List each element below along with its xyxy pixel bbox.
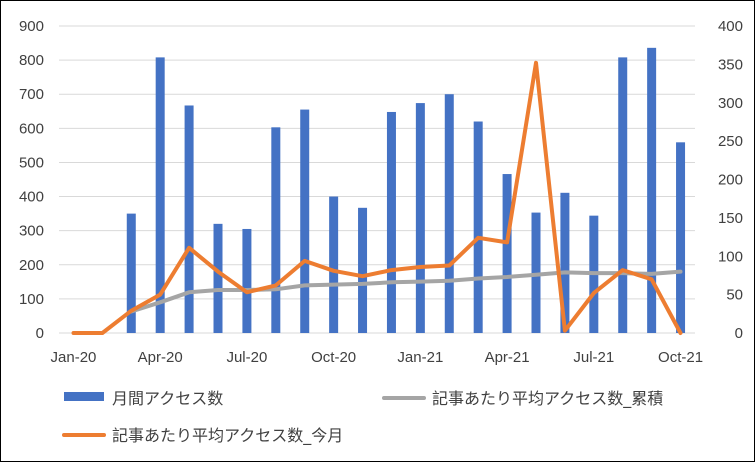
x-tick-label: Jul-21 bbox=[573, 349, 614, 366]
bar bbox=[271, 127, 281, 333]
bar bbox=[126, 213, 136, 333]
right-tick-label: 50 bbox=[726, 287, 743, 304]
left-tick-label: 400 bbox=[19, 189, 44, 206]
x-tick-label: Oct-20 bbox=[311, 349, 356, 366]
bar bbox=[560, 192, 570, 333]
line-series bbox=[71, 60, 683, 335]
bar bbox=[647, 47, 657, 333]
left-axis: 0 100 200 300 400 500 600 700 800 900 bbox=[19, 18, 44, 342]
left-tick-label: 200 bbox=[19, 257, 44, 274]
left-tick-label: 500 bbox=[19, 154, 44, 171]
left-tick-label: 800 bbox=[19, 52, 44, 69]
left-tick-label: 700 bbox=[19, 86, 44, 103]
x-tick-label: Oct-21 bbox=[658, 349, 703, 366]
bar bbox=[502, 174, 512, 333]
bar bbox=[329, 196, 339, 333]
bar bbox=[444, 94, 454, 333]
x-tick-label: Apr-20 bbox=[138, 349, 183, 366]
bar bbox=[213, 223, 223, 333]
right-tick-label: 250 bbox=[718, 133, 743, 150]
right-tick-label: 350 bbox=[718, 56, 743, 73]
bar bbox=[155, 57, 165, 333]
x-tick-label: Jul-20 bbox=[226, 349, 267, 366]
left-tick-label: 300 bbox=[19, 223, 44, 240]
bar bbox=[184, 105, 194, 334]
left-tick-label: 100 bbox=[19, 291, 44, 308]
legend-label: 記事あたり平均アクセス数_今月 bbox=[112, 426, 343, 446]
bar bbox=[242, 228, 252, 333]
left-tick-label: 600 bbox=[19, 120, 44, 137]
x-axis: Jan-20 Apr-20 Jul-20 Oct-20 Jan-21 Apr-21 Jul-… bbox=[51, 349, 704, 366]
bar bbox=[473, 121, 483, 333]
x-tick-label: Jan-21 bbox=[397, 349, 443, 366]
legend-swatch bbox=[64, 392, 104, 401]
x-tick-label: Apr-21 bbox=[485, 349, 530, 366]
left-tick-label: 900 bbox=[19, 18, 44, 35]
legend-label: 記事あたり平均アクセス数_累積 bbox=[432, 389, 663, 409]
right-tick-label: 0 bbox=[735, 325, 743, 342]
series-line bbox=[71, 60, 683, 335]
gridlines bbox=[59, 25, 695, 334]
right-axis: 0 50 100 150 200 250 300 350 400 bbox=[718, 18, 743, 342]
bar bbox=[415, 103, 425, 333]
bar bbox=[358, 207, 368, 333]
x-tick-label: Jan-20 bbox=[51, 349, 97, 366]
bar bbox=[300, 109, 310, 333]
right-tick-label: 400 bbox=[718, 18, 743, 35]
bar bbox=[618, 57, 628, 333]
right-tick-label: 300 bbox=[718, 95, 743, 112]
right-tick-label: 200 bbox=[718, 172, 743, 189]
bar bbox=[676, 142, 686, 333]
series-line bbox=[129, 269, 683, 314]
bar-series bbox=[126, 47, 686, 334]
legend-label: 月間アクセス数 bbox=[112, 389, 223, 408]
right-tick-label: 100 bbox=[718, 248, 743, 265]
right-tick-label: 150 bbox=[718, 210, 743, 227]
left-tick-label: 0 bbox=[36, 325, 44, 342]
bar bbox=[386, 111, 396, 334]
